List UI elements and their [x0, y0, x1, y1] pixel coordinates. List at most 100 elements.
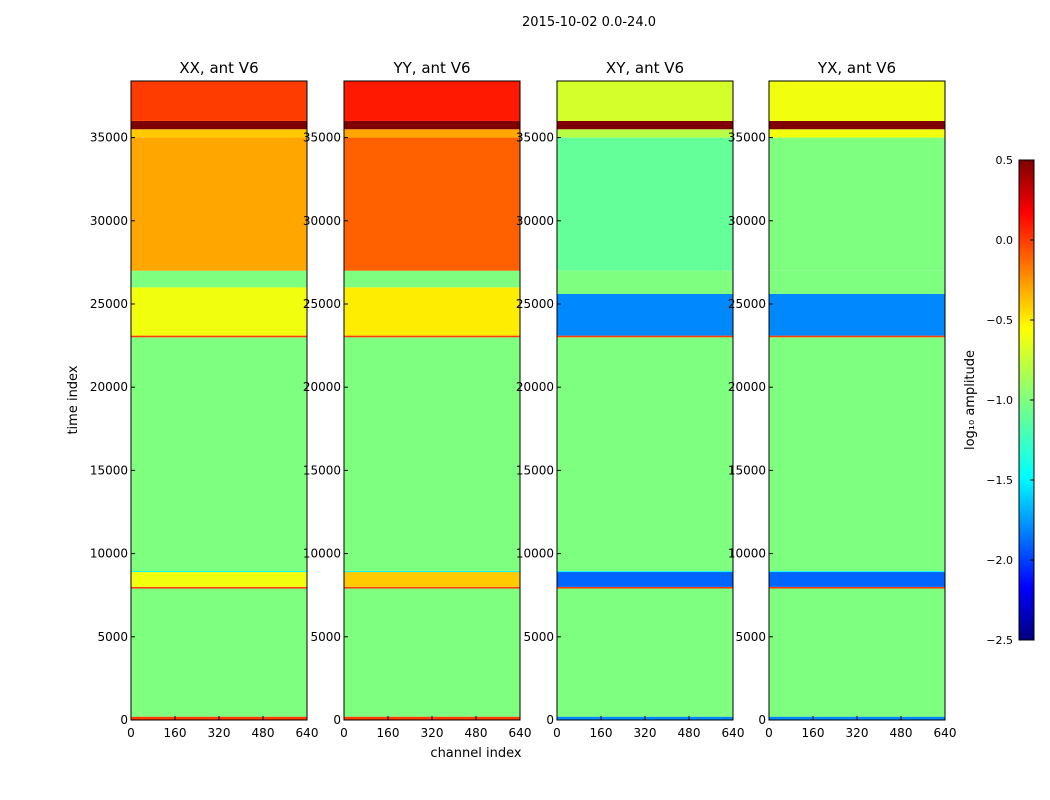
heatmap-band [344, 571, 520, 573]
heatmap-band [557, 335, 733, 338]
heatmap-band [344, 270, 520, 288]
y-tick-label: 15000 [90, 463, 128, 477]
y-tick-label: 0 [120, 713, 128, 727]
colorbar-tick-label: −1.0 [986, 394, 1013, 407]
y-tick-label: 5000 [310, 630, 341, 644]
x-tick-label: 0 [340, 726, 348, 740]
heatmap-band [557, 270, 733, 294]
heatmap-band [557, 586, 733, 589]
y-tick-label: 20000 [728, 380, 766, 394]
x-tick-label: 480 [890, 726, 913, 740]
y-tick-label: 15000 [303, 463, 341, 477]
heatmap-band [131, 586, 307, 589]
x-tick-label: 160 [377, 726, 400, 740]
figure-suptitle: 2015-10-02 0.0-24.0 [522, 15, 656, 30]
heatmap-band [131, 337, 307, 572]
panel-title: YX, ant V6 [817, 59, 896, 77]
x-tick-label: 320 [421, 726, 444, 740]
colorbar-tick-label: −2.0 [986, 554, 1013, 567]
x-tick-label: 640 [722, 726, 745, 740]
y-tick-label: 0 [333, 713, 341, 727]
colorbar-label: log₁₀ amplitude [963, 350, 978, 450]
y-tick-label: 30000 [516, 214, 554, 228]
heatmap-band [131, 287, 307, 336]
y-tick-label: 10000 [728, 547, 766, 561]
y-tick-label: 0 [758, 713, 766, 727]
x-tick-label: 640 [509, 726, 532, 740]
heatmap-band [769, 337, 945, 572]
x-tick-label: 160 [590, 726, 613, 740]
x-tick-label: 160 [802, 726, 825, 740]
heatmap-band [131, 270, 307, 288]
y-tick-label: 25000 [516, 297, 554, 311]
y-tick-label: 20000 [90, 380, 128, 394]
y-tick-label: 0 [546, 713, 554, 727]
heatmap-band [769, 586, 945, 589]
heatmap-band [769, 294, 945, 336]
y-tick-label: 5000 [97, 630, 128, 644]
heatmap-band [769, 137, 945, 271]
x-tick-label: 0 [127, 726, 135, 740]
x-tick-label: 160 [164, 726, 187, 740]
x-tick-label: 320 [208, 726, 231, 740]
x-axis-label: channel index [430, 746, 521, 761]
panel-4: YX, ant V6 0 160 320 480 640 0 5000 10000 15000 20… [728, 59, 957, 740]
y-tick-label: 30000 [90, 214, 128, 228]
y-tick-label: 35000 [90, 131, 128, 145]
x-tick-label: 480 [465, 726, 488, 740]
heatmap-band [557, 337, 733, 572]
heatmap-band [557, 129, 733, 138]
heatmap-band [131, 137, 307, 271]
y-tick-label: 25000 [728, 297, 766, 311]
y-tick-label: 30000 [303, 214, 341, 228]
heatmap-band [344, 335, 520, 338]
panel-1: XX, ant V6 0 160 320 480 640 0 5000 10000 15000 20… [90, 59, 319, 740]
y-tick-label: 25000 [303, 297, 341, 311]
y-tick-label: 5000 [735, 630, 766, 644]
heatmap-band [557, 294, 733, 336]
heatmap-band [344, 588, 520, 717]
x-tick-label: 0 [553, 726, 561, 740]
y-tick-label: 20000 [516, 380, 554, 394]
y-tick-label: 35000 [728, 131, 766, 145]
heatmap-band [557, 137, 733, 271]
heatmap-band [131, 120, 307, 130]
x-tick-label: 0 [765, 726, 773, 740]
panel-3: XY, ant V6 0 160 320 480 640 0 5000 10000 15000 20… [516, 59, 745, 740]
heatmap-band [769, 588, 945, 717]
x-tick-label: 640 [296, 726, 319, 740]
heatmap-band [557, 81, 733, 121]
heatmap-band [131, 335, 307, 338]
heatmap-band [344, 571, 520, 587]
panel-2: YY, ant V6 0 160 320 480 640 0 5000 10000 15000 20… [303, 59, 532, 740]
y-tick-label: 10000 [90, 547, 128, 561]
heatmap-band [344, 337, 520, 572]
heatmap-band [131, 571, 307, 587]
panels: XX, ant V6 0 160 320 480 640 0 5000 10000 15000 20… [90, 59, 957, 740]
y-tick-label: 25000 [90, 297, 128, 311]
y-tick-label: 35000 [516, 131, 554, 145]
colorbar-tick-label: −1.5 [986, 474, 1013, 487]
y-tick-label: 10000 [516, 547, 554, 561]
panel-title: XY, ant V6 [606, 59, 684, 77]
x-tick-label: 640 [934, 726, 957, 740]
heatmap-band [769, 335, 945, 338]
panel-title: YY, ant V6 [392, 59, 470, 77]
heatmap-band [131, 571, 307, 573]
heatmap-band [769, 270, 945, 294]
heatmap-band [769, 81, 945, 121]
heatmap-band [557, 588, 733, 717]
heatmap-band [557, 120, 733, 130]
y-tick-label: 5000 [523, 630, 554, 644]
heatmap-band [769, 120, 945, 130]
heatmap-band [557, 571, 733, 587]
x-tick-label: 480 [252, 726, 275, 740]
y-tick-label: 10000 [303, 547, 341, 561]
x-tick-label: 480 [678, 726, 701, 740]
panel-title: XX, ant V6 [179, 59, 258, 77]
heatmap-band [344, 137, 520, 271]
heatmap-band [344, 120, 520, 130]
heatmap-band [344, 586, 520, 589]
colorbar-tick-label: −2.5 [986, 634, 1013, 647]
